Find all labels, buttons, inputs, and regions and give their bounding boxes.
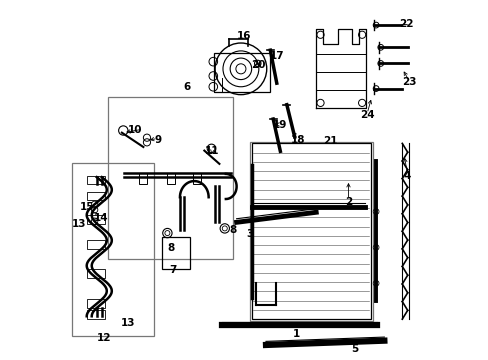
- Text: 4: 4: [403, 171, 410, 181]
- Bar: [86, 215, 104, 224]
- Text: 22: 22: [399, 19, 413, 29]
- Text: 16: 16: [236, 31, 250, 41]
- Bar: [249, 142, 372, 320]
- Bar: [193, 173, 201, 184]
- Text: 21: 21: [323, 136, 337, 145]
- Text: 20: 20: [250, 59, 265, 69]
- Text: 11: 11: [204, 146, 219, 156]
- Text: 17: 17: [269, 51, 284, 61]
- Bar: [167, 173, 175, 184]
- Text: 8: 8: [229, 225, 236, 235]
- Bar: [251, 143, 370, 319]
- Text: 8: 8: [167, 243, 174, 253]
- Bar: [162, 237, 190, 269]
- Text: 6: 6: [183, 82, 190, 93]
- Bar: [86, 192, 104, 201]
- Bar: [86, 240, 104, 249]
- Circle shape: [372, 280, 378, 286]
- Text: 1: 1: [292, 329, 300, 339]
- Text: 19: 19: [273, 121, 287, 130]
- Bar: [86, 176, 104, 184]
- Text: 2: 2: [344, 197, 351, 207]
- Bar: [139, 173, 147, 184]
- Bar: [86, 300, 104, 308]
- Bar: [214, 53, 269, 92]
- Text: 13: 13: [121, 318, 135, 328]
- Text: 13: 13: [71, 219, 86, 229]
- Text: 5: 5: [350, 344, 358, 354]
- Text: 10: 10: [128, 125, 142, 135]
- Text: 3: 3: [246, 229, 253, 239]
- Bar: [107, 97, 233, 259]
- Text: 9: 9: [154, 135, 161, 145]
- Circle shape: [372, 244, 378, 250]
- Circle shape: [372, 209, 378, 215]
- Bar: [72, 163, 154, 336]
- Text: 24: 24: [359, 110, 374, 120]
- Text: 12: 12: [97, 333, 111, 343]
- Bar: [86, 310, 104, 319]
- Text: 7: 7: [169, 265, 176, 275]
- Bar: [86, 269, 104, 278]
- Text: 23: 23: [402, 77, 416, 87]
- Text: 14: 14: [94, 213, 108, 223]
- Text: 15: 15: [80, 202, 95, 212]
- Text: 18: 18: [290, 135, 304, 145]
